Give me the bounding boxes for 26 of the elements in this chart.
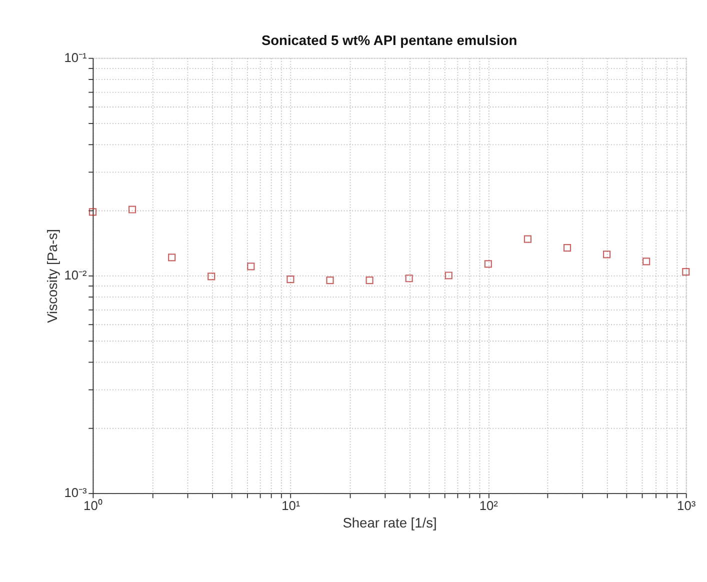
x-tick-label: 10⁰ [84,498,103,514]
point [682,268,690,276]
point [642,258,650,266]
y-tick-label: 10⁻¹ [64,50,87,66]
x-tick-label: 10³ [677,498,696,514]
y-axis-title: Viscosity [Pa-s] [45,229,60,323]
point [444,272,452,280]
point [168,254,176,262]
point [326,276,334,284]
point [524,235,532,243]
x-tick-label: 10¹ [282,498,300,514]
point [208,272,216,280]
point [603,250,611,258]
x-tick-label: 10² [479,498,499,514]
y-tick-label: 10⁻² [64,268,88,283]
x-axis-title: Shear rate [1/s] [342,516,437,531]
point [286,276,294,284]
point [405,274,413,282]
point [247,262,255,270]
point [563,244,572,252]
point [88,208,97,216]
point [128,206,136,214]
point [366,276,374,284]
y-tick-label: 10⁻³ [64,485,88,500]
chart-title: Sonicated 5 wt% API pentane emulsion [261,33,518,48]
point [484,260,492,268]
